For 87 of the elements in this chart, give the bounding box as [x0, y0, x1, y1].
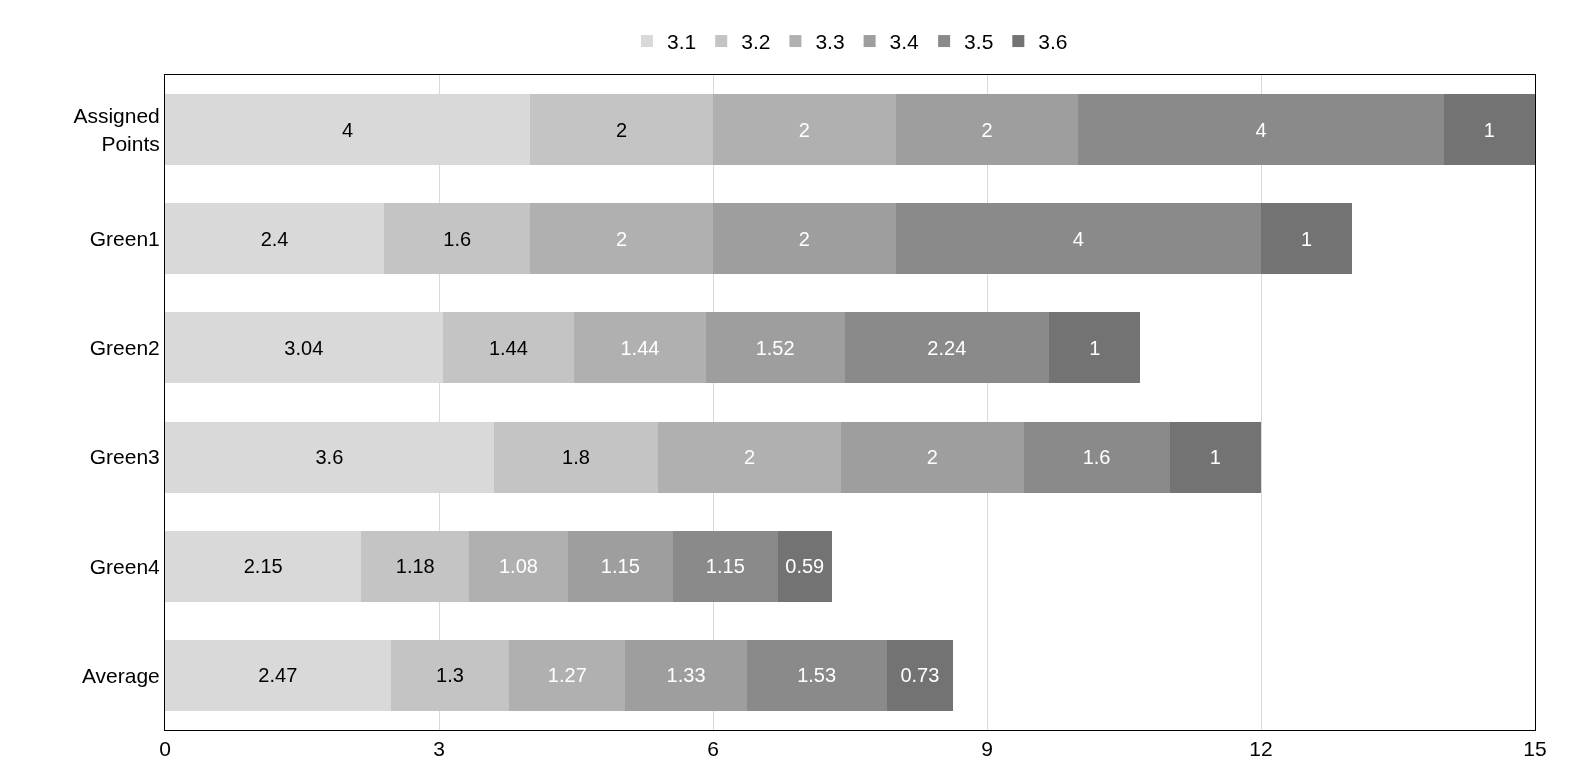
bar [493, 421, 659, 493]
data-label: 4 [1255, 118, 1267, 141]
bar [442, 312, 575, 384]
bar [165, 530, 362, 602]
data-label: 2 [616, 118, 628, 141]
bar [567, 530, 673, 602]
bar [165, 203, 385, 275]
bar [895, 94, 1079, 166]
legend-label: 3.1 [667, 30, 697, 54]
bar [844, 312, 1050, 384]
y-tick-label: Green4 [89, 554, 161, 578]
data-label: 2 [743, 446, 756, 469]
data-label: 2 [798, 227, 810, 250]
data-label: 1 [1089, 336, 1101, 359]
bar [705, 312, 845, 384]
data-label: 1.53 [797, 664, 837, 687]
bar [713, 203, 896, 275]
bar [1169, 421, 1261, 493]
data-label: 1.44 [620, 336, 660, 359]
y-tick-label: Green2 [89, 336, 160, 360]
data-label: 2 [616, 227, 628, 250]
bar [165, 639, 391, 711]
bar [886, 639, 954, 711]
bar [1261, 203, 1353, 275]
data-label: 4 [1072, 227, 1084, 250]
x-tick-label: 9 [981, 737, 993, 761]
bar [1443, 94, 1535, 166]
data-label: 2.47 [258, 664, 298, 687]
data-label: 1.15 [705, 555, 745, 578]
legend-label: 3.6 [1038, 30, 1068, 54]
data-label: 2 [798, 118, 810, 141]
data-label: 1 [1209, 446, 1221, 469]
legend-label: 3.4 [889, 30, 920, 54]
bar [530, 94, 713, 166]
data-label: 1.15 [600, 555, 640, 578]
x-tick-label: 3 [433, 737, 445, 761]
bar [384, 203, 531, 275]
legend-label: 3.2 [741, 30, 771, 54]
bar [390, 639, 510, 711]
y-tick-label: Green1 [89, 227, 160, 251]
data-label: 3.6 [315, 446, 344, 469]
x-tick-label: 15 [1523, 737, 1547, 761]
data-label: 2.24 [927, 336, 967, 359]
data-label: 1.6 [1082, 446, 1111, 469]
x-tick-label: 6 [707, 737, 719, 761]
y-tick-label: Green3 [89, 445, 160, 469]
data-label: 1.8 [562, 446, 590, 469]
data-label: 3.04 [284, 336, 324, 359]
data-label: 1.3 [436, 664, 464, 687]
bar [361, 530, 470, 602]
bar [509, 639, 626, 711]
bar [713, 94, 896, 166]
data-label: 2.4 [260, 227, 289, 250]
x-tick-label: 0 [159, 737, 171, 761]
bar [469, 530, 568, 602]
bar [840, 421, 1024, 493]
data-label: 1.44 [488, 336, 528, 359]
bar [777, 530, 832, 602]
data-label: 2.15 [243, 555, 283, 578]
data-label: 1.6 [443, 227, 472, 250]
bar [1078, 94, 1444, 166]
bar [574, 312, 706, 384]
data-label: 1.27 [547, 664, 587, 687]
x-tick-label: 12 [1249, 737, 1273, 761]
bar [1023, 421, 1170, 493]
bar [895, 203, 1261, 275]
data-label: 1.33 [666, 664, 706, 687]
bar [1049, 312, 1141, 384]
data-label: 0.59 [785, 555, 825, 578]
bar [530, 203, 713, 275]
data-label: 1.18 [395, 555, 435, 578]
data-label: 4 [342, 118, 354, 141]
data-label: 1.08 [498, 555, 538, 578]
data-label: 1 [1483, 118, 1495, 141]
data-label: 2 [926, 446, 938, 469]
y-tick-label: Assigned Points [73, 104, 160, 155]
bar [746, 639, 887, 711]
data-label: 1 [1301, 227, 1313, 250]
bar [658, 421, 841, 493]
data-label: 1.52 [755, 336, 795, 359]
y-tick-label: Average [81, 663, 160, 687]
bar [672, 530, 778, 602]
legend-label: 3.5 [964, 30, 994, 54]
data-label: 2 [981, 118, 993, 141]
bar [625, 639, 747, 711]
data-label: 0.73 [900, 664, 940, 687]
legend-label: 3.3 [815, 30, 845, 54]
